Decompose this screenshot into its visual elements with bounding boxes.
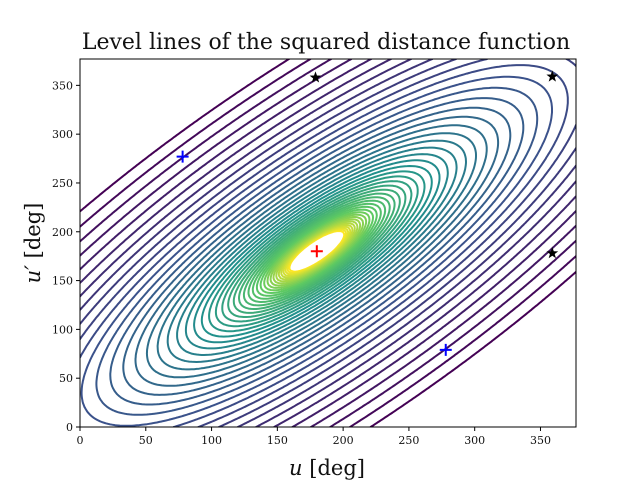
contour-level (80, 59, 576, 427)
y-tick-label: 250 (52, 177, 73, 190)
contour-level (200, 165, 433, 338)
y-tick-label: 100 (52, 323, 73, 336)
y-tick-label: 300 (52, 128, 73, 141)
x-tick-label: 250 (398, 434, 419, 447)
marker-star-top-mid (309, 71, 322, 83)
x-tick-label: 0 (77, 434, 84, 447)
contour-lines (80, 59, 576, 427)
x-tick-label: 350 (530, 434, 551, 447)
contour-level (80, 64, 569, 427)
marker-star-top-right (546, 70, 559, 82)
contour-level (80, 75, 553, 427)
x-axis-ticks: 0 50 100 150 200 250 300 350 (77, 427, 551, 447)
x-tick-label: 300 (464, 434, 485, 447)
x-tick-label: 50 (139, 434, 153, 447)
plot-frame (79, 58, 577, 428)
y-tick-label: 150 (52, 275, 73, 288)
contour-level (227, 184, 407, 318)
contour-level (263, 211, 371, 292)
contour-level (272, 218, 362, 285)
contour-level (238, 192, 396, 310)
contour-level (247, 199, 387, 303)
chart-title: Level lines of the squared distance func… (82, 30, 570, 55)
contour-level (266, 213, 368, 289)
contour-level (232, 188, 401, 314)
contour-level (184, 153, 449, 350)
y-axis-ticks: 0 50 100 150 200 250 300 350 (52, 79, 80, 434)
y-axis-label: u′ [deg] (21, 203, 45, 284)
contour-level (95, 86, 539, 416)
marker-star-right-mid (546, 247, 559, 259)
contour-level (156, 132, 477, 371)
x-tick-label: 150 (267, 434, 288, 447)
marker-min-left (176, 150, 189, 163)
x-tick-label: 200 (333, 434, 354, 447)
contour-level (242, 196, 391, 307)
contour-level (214, 175, 419, 328)
contour-level (145, 124, 488, 379)
contour-level (259, 208, 374, 294)
x-axis-variable: u (289, 456, 303, 480)
y-axis-unit: [deg] (21, 203, 45, 265)
contour-level (80, 59, 576, 427)
contour-level (122, 106, 512, 396)
y-tick-label: 350 (52, 79, 73, 92)
contour-level (193, 159, 441, 344)
markers (176, 70, 559, 356)
x-axis-unit: [deg] (303, 456, 365, 480)
contour-level (255, 205, 378, 297)
contour-level (80, 59, 576, 427)
y-axis-variable: u′ (21, 265, 45, 284)
contour-level (269, 216, 364, 287)
y-tick-label: 0 (66, 421, 73, 434)
marker-center (310, 245, 323, 258)
contour-level (166, 139, 467, 363)
x-tick-label: 100 (201, 434, 222, 447)
contour-level (109, 97, 525, 406)
contour-level (134, 115, 500, 387)
contour-level (208, 170, 426, 333)
contour-level (221, 180, 413, 323)
marker-min-right (439, 343, 452, 356)
x-axis-label: u [deg] (289, 456, 365, 480)
y-tick-label: 200 (52, 226, 73, 239)
contour-level (80, 59, 576, 427)
y-tick-label: 50 (59, 372, 73, 385)
contour-level (176, 146, 458, 356)
contour-level (251, 202, 382, 300)
